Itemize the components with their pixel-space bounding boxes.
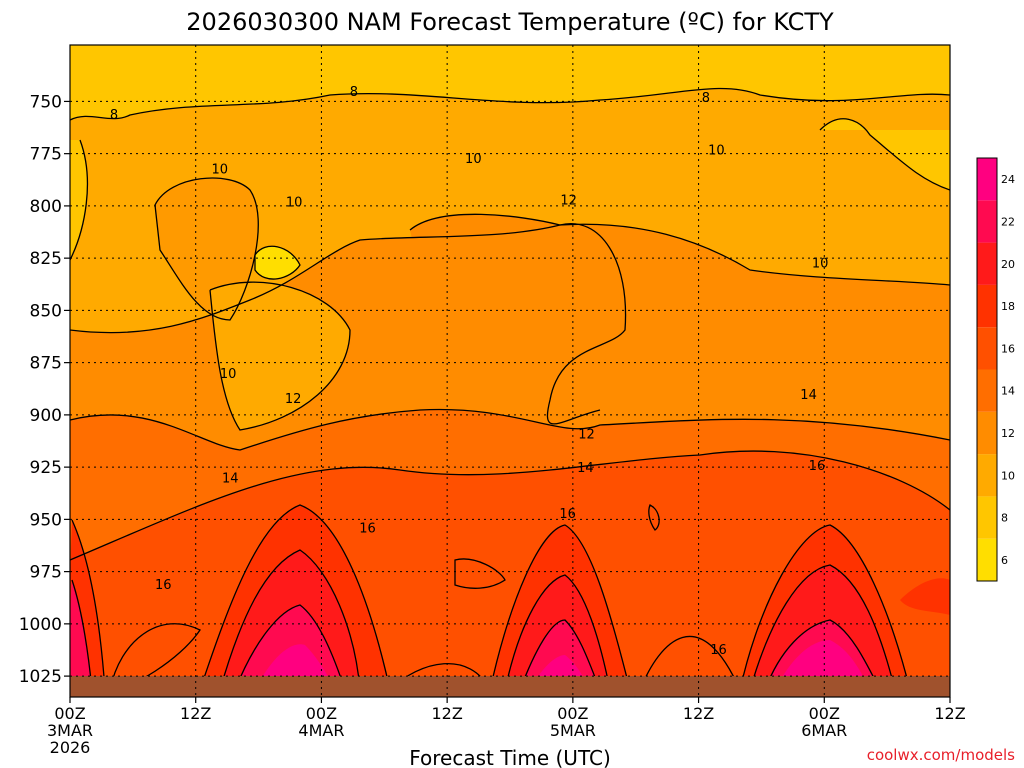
colorbar-label: 14	[1001, 385, 1015, 398]
y-tick-label: 850	[30, 301, 62, 321]
contour-label: 12	[578, 428, 595, 443]
contour-label: 12	[285, 392, 302, 407]
y-tick-label: 875	[30, 354, 62, 374]
x-tick-label: 00Z	[809, 704, 840, 723]
chart-title: 2026030300 NAM Forecast Temperature (ºC)…	[186, 8, 834, 36]
x-tick-date: 5MAR	[550, 721, 596, 740]
x-tick-year: 2026	[50, 738, 91, 757]
y-tick-label: 775	[30, 145, 62, 165]
colorbar-segment	[977, 538, 997, 581]
colorbar-label: 24	[1001, 173, 1015, 186]
y-tick-label: 1025	[19, 667, 62, 687]
contour-label: 10	[286, 196, 303, 211]
contour-labels: 8 8 8 10 10 10 10 10 10 12 12 12 14 14 14 16 16 16 16 16	[110, 85, 829, 658]
contour-label: 8	[702, 91, 710, 106]
x-tick-label: 00Z	[54, 704, 85, 723]
contour-label: 8	[350, 85, 358, 100]
x-axis-label: Forecast Time (UTC)	[409, 746, 611, 768]
colorbar-segment	[977, 496, 997, 539]
x-tick-label: 00Z	[557, 704, 588, 723]
contour-label: 10	[220, 367, 237, 382]
colorbar-segment	[977, 454, 997, 497]
colorbar-segment	[977, 242, 997, 285]
x-tick-date: 3MAR	[47, 721, 93, 740]
y-tick-label: 750	[30, 92, 62, 112]
colorbar-frame	[976, 157, 998, 582]
colorbar-segment	[977, 327, 997, 370]
y-tick-label: 825	[30, 249, 62, 269]
colorbar-label: 6	[1001, 554, 1008, 567]
contour-label: 16	[809, 459, 826, 474]
colorbar-segment	[977, 369, 997, 412]
x-tick-label: 12Z	[683, 704, 714, 723]
colorbar-segment	[977, 158, 997, 201]
x-tick-label: 12Z	[180, 704, 211, 723]
contour-label: 16	[359, 522, 376, 537]
y-tick-label: 925	[30, 458, 62, 478]
colorbar: 6 8 10 12 14 16 18 20 22 24	[976, 157, 1015, 582]
x-tick-date: 4MAR	[298, 721, 344, 740]
y-tick-label: 800	[30, 197, 62, 217]
colorbar-segment	[977, 411, 997, 455]
contour-label: 10	[212, 162, 229, 177]
y-tick-label: 900	[30, 406, 62, 426]
contour-label: 14	[222, 472, 239, 487]
colorbar-label: 10	[1001, 469, 1015, 482]
y-tick-label: 950	[30, 510, 62, 530]
contour-fill	[70, 45, 950, 697]
colorbar-label: 12	[1001, 427, 1015, 440]
contour-label: 16	[710, 643, 727, 658]
contour-label: 8	[110, 108, 118, 123]
colorbar-label: 16	[1001, 342, 1015, 355]
x-tick-label: 12Z	[934, 704, 965, 723]
colorbar-segment	[977, 200, 997, 243]
contour-label: 16	[155, 578, 172, 593]
x-tick-label: 12Z	[431, 704, 462, 723]
x-tick-date: 6MAR	[801, 721, 847, 740]
colorbar-label: 8	[1001, 512, 1008, 525]
contour-label: 10	[465, 152, 482, 167]
contour-label: 16	[559, 507, 576, 522]
x-tick-label: 00Z	[306, 704, 337, 723]
colorbar-segment	[977, 284, 997, 328]
credit-text: coolwx.com/models	[867, 746, 1015, 764]
contour-label: 14	[577, 461, 594, 476]
colorbar-label: 18	[1001, 300, 1015, 313]
colorbar-label: 20	[1001, 258, 1015, 271]
contour-label: 14	[800, 388, 817, 403]
contour-label: 10	[812, 256, 829, 271]
y-tick-label: 975	[30, 563, 62, 583]
colorbar-label: 22	[1001, 215, 1015, 228]
y-tick-label: 1000	[19, 615, 62, 635]
plot-frame	[69, 44, 951, 698]
contour-label: 12	[560, 194, 577, 209]
y-axis: 750 775 800 825 850 875 900 925 950 975 1000 1025	[19, 92, 70, 687]
contour-label: 10	[708, 143, 725, 158]
grid-lines	[70, 45, 950, 697]
